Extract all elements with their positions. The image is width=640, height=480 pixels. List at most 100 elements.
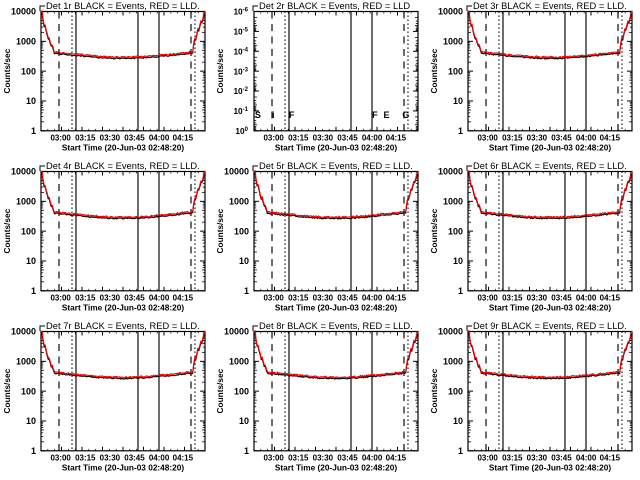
svg-text:Counts/sec: Counts/sec [429,208,439,253]
svg-text:Start Time (20-Jun-03 02:48:20: Start Time (20-Jun-03 02:48:20) [275,302,398,312]
svg-text:03:15: 03:15 [288,293,309,302]
svg-text:100: 100 [448,226,463,236]
svg-text:1000: 1000 [16,37,36,47]
svg-text:1: 1 [31,286,36,296]
svg-text:03:45: 03:45 [551,133,572,142]
svg-text:1: 1 [244,286,249,296]
svg-text:Det 2r BLACK = Events, RED =: Det 2r BLACK = Events, RED = LLD [259,1,410,11]
svg-text:Counts/sec: Counts/sec [429,48,439,93]
svg-text:1000: 1000 [16,197,36,207]
svg-text:03:45: 03:45 [124,133,145,142]
svg-text:04:15: 04:15 [173,293,194,302]
svg-text:03:30: 03:30 [526,453,547,462]
svg-text:03:30: 03:30 [313,293,334,302]
svg-text:Counts/sec: Counts/sec [2,368,12,413]
svg-text:03:15: 03:15 [75,293,96,302]
svg-text:03:00: 03:00 [50,293,71,302]
svg-text:10: 10 [26,256,36,266]
svg-text:10: 10 [239,256,249,266]
svg-text:10000: 10000 [438,7,463,17]
svg-text:100: 100 [21,226,36,236]
svg-text:Start Time (20-Jun-03 02:48:20: Start Time (20-Jun-03 02:48:20) [62,142,185,152]
svg-text:04:00: 04:00 [576,293,597,302]
svg-text:03:30: 03:30 [100,293,121,302]
svg-text:04:00: 04:00 [362,133,383,142]
svg-text:Det 8r BLACK = Events, RED =: Det 8r BLACK = Events, RED = LLD. [259,321,413,331]
svg-text:03:30: 03:30 [526,133,547,142]
svg-text:04:15: 04:15 [173,133,194,142]
svg-text:03:00: 03:00 [477,133,498,142]
svg-text:03:30: 03:30 [313,133,334,142]
svg-text:04:00: 04:00 [576,453,597,462]
svg-text:10: 10 [239,416,249,426]
svg-text:100: 100 [21,386,36,396]
svg-text:100: 100 [234,226,249,236]
svg-text:03:45: 03:45 [338,133,359,142]
svg-text:S: S [255,110,261,120]
svg-text:03:45: 03:45 [551,453,572,462]
svg-text:Start Time (20-Jun-03 02:48:20: Start Time (20-Jun-03 02:48:20) [489,142,612,152]
svg-text:Counts/sec: Counts/sec [215,208,225,253]
svg-text:Det 5r BLACK = Events, RED =: Det 5r BLACK = Events, RED = LLD. [259,161,413,171]
svg-text:Det 4r BLACK = Events, RED =: Det 4r BLACK = Events, RED = LLD. [46,161,200,171]
svg-text:03:30: 03:30 [100,453,121,462]
svg-text:03:15: 03:15 [502,293,523,302]
svg-text:i: i [272,110,275,120]
svg-text:04:15: 04:15 [599,453,620,462]
svg-text:100: 100 [448,66,463,76]
svg-text:04:00: 04:00 [576,133,597,142]
svg-text:1: 1 [31,446,36,456]
svg-text:04:15: 04:15 [386,453,407,462]
svg-text:Det 9r BLACK = Events, RED =: Det 9r BLACK = Events, RED = LLD. [473,321,627,331]
svg-text:03:15: 03:15 [75,453,96,462]
svg-text:10000: 10000 [438,167,463,177]
svg-text:Start Time (20-Jun-03 02:48:20: Start Time (20-Jun-03 02:48:20) [489,462,612,472]
svg-text:1: 1 [458,126,463,136]
svg-text:04:15: 04:15 [599,133,620,142]
svg-text:04:15: 04:15 [599,293,620,302]
svg-text:03:15: 03:15 [288,453,309,462]
svg-text:10000: 10000 [11,327,36,337]
svg-text:Counts/sec: Counts/sec [215,48,225,93]
svg-text:Det 7r BLACK = Events, RED =: Det 7r BLACK = Events, RED = LLD. [46,321,200,331]
svg-text:03:45: 03:45 [551,293,572,302]
svg-text:03:45: 03:45 [338,453,359,462]
svg-text:Start Time (20-Jun-03 02:48:20: Start Time (20-Jun-03 02:48:20) [275,142,398,152]
svg-text:1: 1 [458,286,463,296]
svg-text:Start Time (20-Jun-03 02:48:20: Start Time (20-Jun-03 02:48:20) [489,302,612,312]
svg-text:04:00: 04:00 [362,453,383,462]
svg-text:03:00: 03:00 [264,453,285,462]
svg-text:10: 10 [26,416,36,426]
svg-text:1000: 1000 [443,37,463,47]
svg-text:03:15: 03:15 [502,133,523,142]
svg-text:E: E [384,110,390,120]
svg-text:04:15: 04:15 [386,133,407,142]
svg-text:Det 1r BLACK = Events, RED =: Det 1r BLACK = Events, RED = LLD. [46,1,200,11]
svg-text:03:00: 03:00 [50,453,71,462]
svg-text:03:45: 03:45 [124,453,145,462]
svg-text:04:15: 04:15 [386,293,407,302]
svg-text:Counts/sec: Counts/sec [2,208,12,253]
svg-text:F: F [289,110,295,120]
svg-text:10000: 10000 [224,167,249,177]
svg-text:04:15: 04:15 [173,453,194,462]
svg-text:03:15: 03:15 [75,133,96,142]
svg-text:Det 6r BLACK = Events, RED =: Det 6r BLACK = Events, RED = LLD. [473,161,627,171]
svg-text:F: F [372,110,378,120]
svg-text:G: G [403,110,410,120]
svg-text:Start Time (20-Jun-03 02:48:20: Start Time (20-Jun-03 02:48:20) [275,462,398,472]
svg-text:03:00: 03:00 [264,293,285,302]
svg-text:1: 1 [458,446,463,456]
svg-text:04:00: 04:00 [362,293,383,302]
svg-text:10: 10 [453,256,463,266]
svg-text:10000: 10000 [11,167,36,177]
svg-text:1000: 1000 [443,197,463,207]
svg-text:1000: 1000 [229,197,249,207]
svg-text:1000: 1000 [443,357,463,367]
svg-text:03:45: 03:45 [338,293,359,302]
svg-text:03:30: 03:30 [100,133,121,142]
svg-text:1: 1 [244,446,249,456]
svg-text:Counts/sec: Counts/sec [2,48,12,93]
svg-text:100: 100 [21,66,36,76]
svg-text:03:30: 03:30 [526,293,547,302]
